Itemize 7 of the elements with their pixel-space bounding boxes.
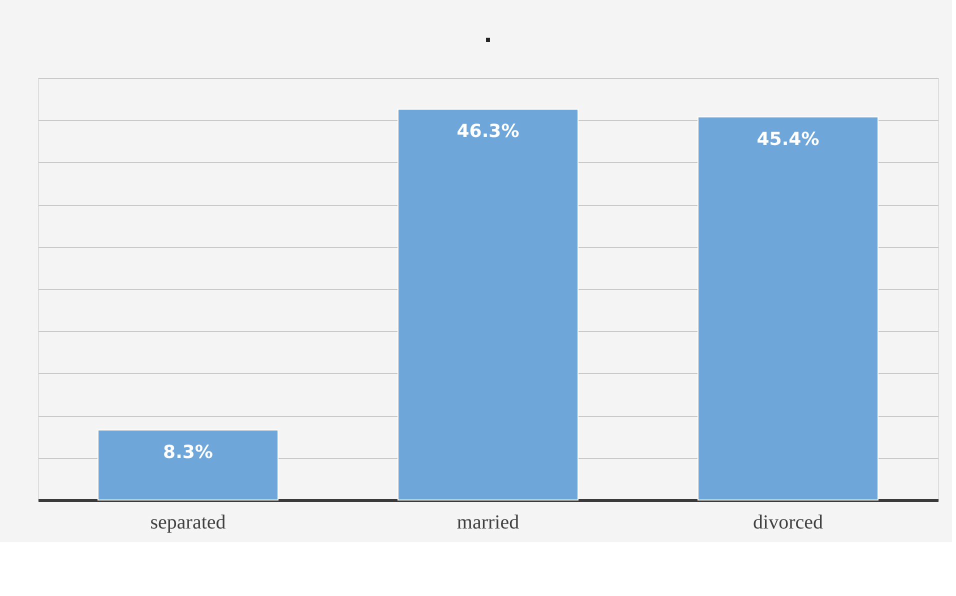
x-tick-label: married [456, 512, 520, 534]
data-label: 8.3% [163, 442, 213, 463]
x-tick-label: divorced [753, 512, 823, 534]
data-label: 46.3% [456, 121, 520, 142]
x-tick-label: separated [150, 512, 226, 534]
data-label: 45.4% [756, 128, 820, 150]
chart-title: . [484, 17, 492, 48]
